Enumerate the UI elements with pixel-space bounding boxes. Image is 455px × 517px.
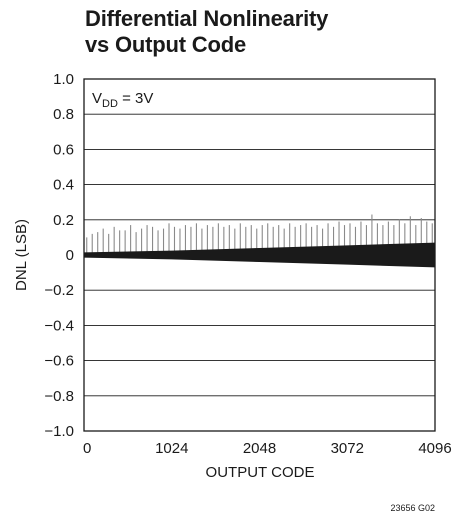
y-tick-label: 0.6 xyxy=(53,141,74,158)
x-tick-labels: 0 1024 2048 3072 4096 xyxy=(83,440,452,457)
y-tick-label: 0.4 xyxy=(53,177,74,194)
footnote: 23656 G02 xyxy=(390,503,435,513)
annotation-rest: = 3V xyxy=(118,90,153,107)
y-tick-label: −0.4 xyxy=(44,317,74,334)
x-tick-label: 4096 xyxy=(418,440,451,457)
x-axis-label: OUTPUT CODE xyxy=(206,464,315,481)
y-tick-label: −1.0 xyxy=(44,423,74,440)
annotation-subscript: DD xyxy=(102,98,118,110)
x-tick-label: 0 xyxy=(83,440,91,457)
data-layer xyxy=(84,214,435,268)
y-tick-label: 1.0 xyxy=(53,71,74,88)
plot-frame xyxy=(83,78,436,432)
y-tick-label: −0.6 xyxy=(44,353,74,370)
y-axis-label: DNL (LSB) xyxy=(13,219,30,291)
y-tick-label: 0.8 xyxy=(53,106,74,123)
y-tick-label: −0.8 xyxy=(44,388,74,405)
x-tick-label: 3072 xyxy=(331,440,364,457)
annotation-vdd: VDD = 3V xyxy=(92,90,153,110)
y-tick-label: 0 xyxy=(66,247,74,264)
annotation-base: V xyxy=(92,90,102,107)
chart-title: Differential Nonlinearity vs Output Code xyxy=(85,6,328,58)
y-tick-labels: 1.0 0.8 0.6 0.4 0.2 0 −0.2 −0.4 −0.6 −0.8 −1.0 xyxy=(44,71,74,440)
x-tick-label: 1024 xyxy=(155,440,188,457)
y-tick-label: 0.2 xyxy=(53,212,74,229)
chart-title-line-1: Differential Nonlinearity xyxy=(85,6,329,31)
chart-title-line-2: vs Output Code xyxy=(85,32,246,57)
x-tick-label: 2048 xyxy=(243,440,276,457)
y-tick-label: −0.2 xyxy=(44,282,74,299)
